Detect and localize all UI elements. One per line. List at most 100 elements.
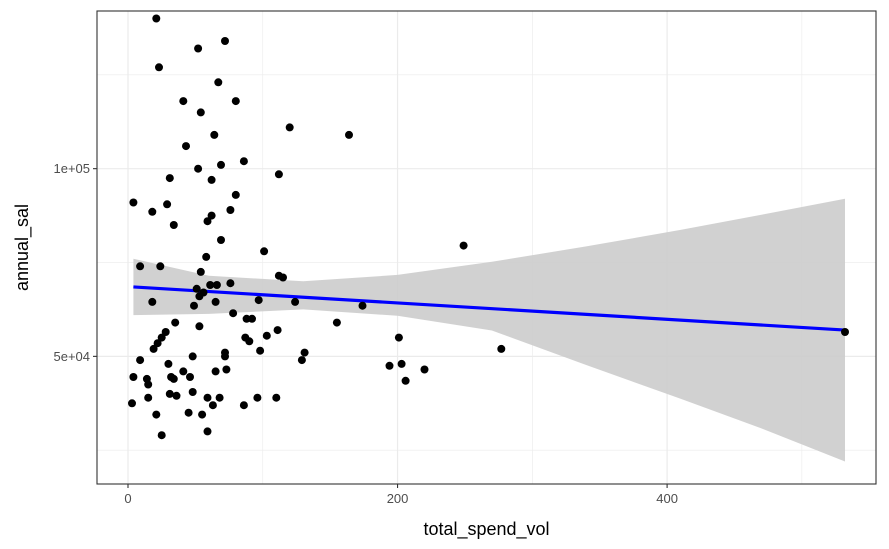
data-point xyxy=(153,339,162,348)
data-point xyxy=(229,309,238,318)
data-point xyxy=(221,352,229,361)
data-point xyxy=(420,365,429,374)
data-point xyxy=(841,328,849,336)
data-point xyxy=(272,393,281,402)
data-point xyxy=(226,279,235,288)
data-point xyxy=(136,356,145,365)
data-point xyxy=(172,391,181,400)
data-point xyxy=(179,97,188,106)
data-point xyxy=(211,367,220,376)
data-point xyxy=(136,262,145,271)
data-point xyxy=(239,157,248,166)
data-point xyxy=(152,410,161,419)
data-point xyxy=(210,130,219,139)
data-point xyxy=(196,108,205,117)
data-point xyxy=(222,365,231,374)
data-point xyxy=(129,373,138,381)
data-point xyxy=(194,164,203,173)
data-point xyxy=(239,401,248,410)
x-axis: 0 200 400 xyxy=(124,484,678,506)
data-point xyxy=(459,241,468,250)
data-point xyxy=(196,267,205,276)
data-point xyxy=(203,393,212,402)
data-point xyxy=(208,401,217,410)
data-point xyxy=(165,174,174,183)
data-point xyxy=(156,262,165,271)
data-point xyxy=(260,247,269,256)
data-point xyxy=(274,170,283,179)
data-point xyxy=(345,130,353,139)
data-point xyxy=(214,78,223,87)
data-point xyxy=(279,273,287,282)
fit-line xyxy=(133,285,846,332)
data-point xyxy=(194,44,203,53)
data-point xyxy=(182,142,190,151)
data-point xyxy=(207,211,216,220)
data-point xyxy=(203,217,212,226)
data-point xyxy=(195,322,204,331)
data-point xyxy=(254,296,263,305)
data-point xyxy=(291,297,300,306)
x-tick-label: 200 xyxy=(387,491,409,506)
x-axis-title: total_spend_vol xyxy=(423,519,549,540)
data-point xyxy=(155,63,163,72)
data-point xyxy=(231,190,240,199)
data-point xyxy=(148,297,157,306)
data-point xyxy=(164,359,173,368)
data-point xyxy=(169,374,178,383)
data-point xyxy=(163,200,172,209)
data-point xyxy=(149,344,158,353)
confidence-band-layer xyxy=(133,198,845,462)
confidence-band xyxy=(133,198,845,462)
data-point xyxy=(215,393,224,402)
data-point xyxy=(212,281,221,289)
data-point xyxy=(358,301,367,310)
data-point xyxy=(192,284,201,293)
data-point xyxy=(497,344,506,353)
data-point xyxy=(128,399,136,408)
data-point xyxy=(129,198,138,207)
y-tick-label: 1e+05 xyxy=(53,161,90,176)
data-point xyxy=(256,346,265,355)
y-tick-label: 5e+04 xyxy=(53,349,90,364)
data-point xyxy=(206,281,215,289)
panel-border xyxy=(96,10,877,485)
data-point xyxy=(188,388,197,396)
x-tick-label: 400 xyxy=(656,491,678,506)
data-point xyxy=(273,326,282,335)
data-point xyxy=(207,175,216,184)
data-point xyxy=(184,408,193,417)
data-point xyxy=(152,14,161,23)
data-point xyxy=(253,393,262,402)
data-point xyxy=(397,359,406,368)
data-point xyxy=(169,221,178,229)
data-point xyxy=(245,337,254,346)
data-point xyxy=(148,207,157,216)
data-point xyxy=(186,373,194,381)
data-point xyxy=(198,410,207,419)
data-point xyxy=(231,97,240,106)
data-point xyxy=(165,389,174,398)
data-point xyxy=(217,236,225,244)
data-point xyxy=(144,380,153,389)
data-point xyxy=(179,367,188,376)
x-tick-label: 0 xyxy=(124,491,131,506)
data-point xyxy=(248,314,256,323)
data-point xyxy=(221,37,229,45)
data-point xyxy=(161,328,170,336)
y-axis-title: annual_sal xyxy=(12,204,33,291)
data-point xyxy=(202,252,211,261)
data-point xyxy=(157,333,166,342)
data-point xyxy=(190,301,198,310)
data-point xyxy=(401,376,410,385)
data-point xyxy=(157,431,166,440)
data-point xyxy=(285,123,294,132)
fit-line-layer xyxy=(133,285,846,332)
data-point xyxy=(195,292,204,301)
data-point xyxy=(385,361,394,370)
data-points-layer xyxy=(128,14,849,440)
data-point xyxy=(394,333,403,342)
data-point xyxy=(332,318,341,327)
data-point xyxy=(262,331,271,340)
